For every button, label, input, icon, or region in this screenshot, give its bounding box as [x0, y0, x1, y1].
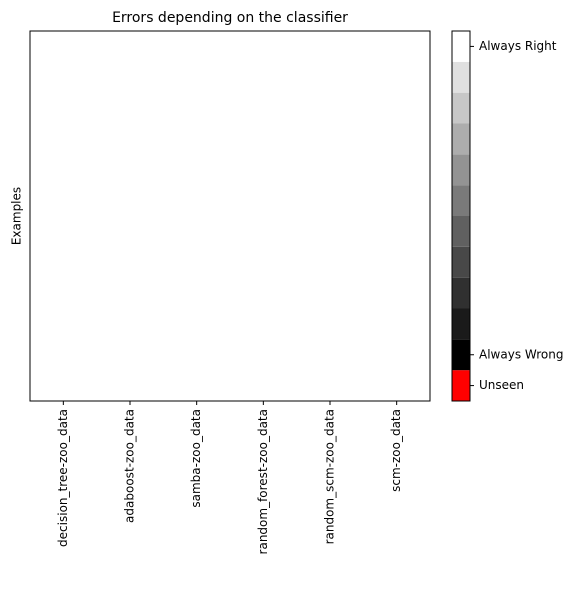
colorbar-tick-label: Always Wrong	[479, 347, 563, 361]
x-tick-label: scm-zoo_data	[389, 409, 403, 492]
colorbar-segment	[452, 216, 470, 247]
heatmap-area	[29, 30, 431, 402]
colorbar-segment	[452, 185, 470, 216]
colorbar-segment	[452, 370, 470, 401]
colorbar-segment	[452, 61, 470, 93]
x-tick-label: random_forest-zoo_data	[256, 409, 270, 554]
colorbar-segment	[452, 246, 470, 278]
colorbar-segment	[452, 154, 470, 186]
colorbar-segment	[452, 123, 470, 155]
colorbar-segment	[452, 92, 470, 124]
colorbar-tick-label: Unseen	[479, 378, 524, 392]
y-axis-label: Examples	[10, 187, 24, 245]
x-tick-label: decision_tree-zoo_data	[56, 409, 70, 547]
colorbar-segment	[452, 339, 470, 371]
colorbar-tick-label: Always Right	[479, 39, 557, 53]
x-tick-label: samba-zoo_data	[189, 409, 203, 508]
colorbar-segment	[452, 308, 470, 340]
colorbar-segment	[452, 31, 470, 62]
chart-title: Errors depending on the classifier	[112, 10, 348, 26]
colorbar-frame	[451, 30, 471, 402]
x-tick-label: adaboost-zoo_data	[123, 409, 137, 523]
colorbar-segment	[452, 277, 470, 309]
x-tick-label: random_scm-zoo_data	[323, 409, 337, 544]
